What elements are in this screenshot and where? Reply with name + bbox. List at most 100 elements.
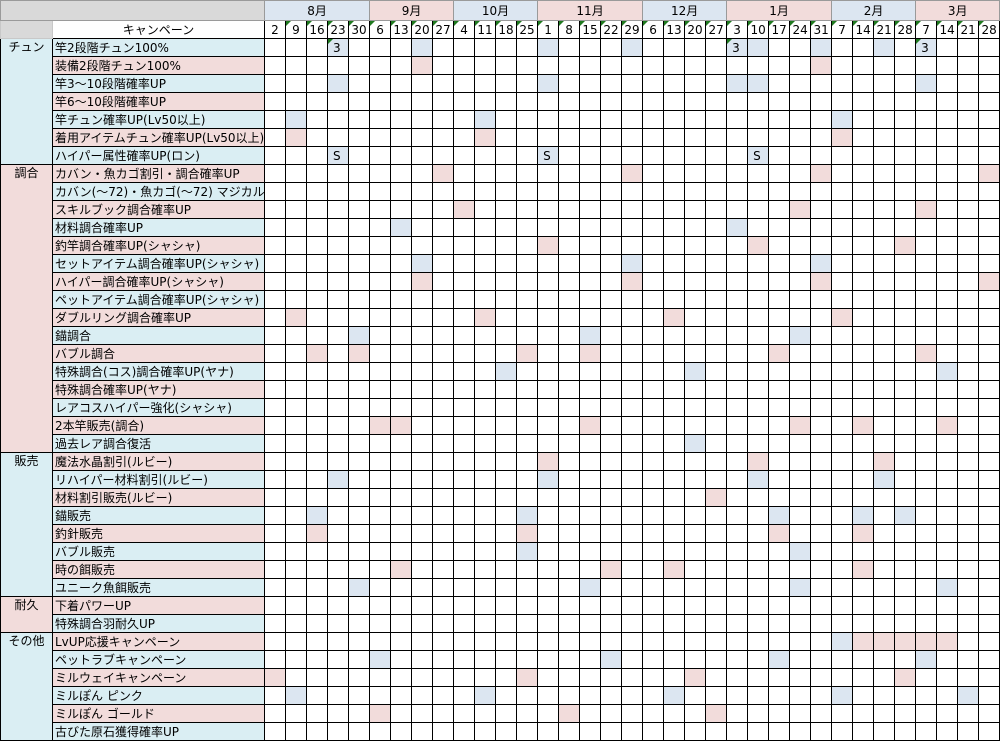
schedule-cell[interactable] xyxy=(852,218,875,237)
campaign-name[interactable]: セットアイテム調合確率UP(シャシャ) xyxy=(52,254,265,273)
schedule-cell[interactable] xyxy=(936,542,959,561)
schedule-cell[interactable] xyxy=(726,578,749,597)
schedule-cell[interactable] xyxy=(558,254,581,273)
schedule-cell[interactable] xyxy=(894,668,917,687)
schedule-cell[interactable] xyxy=(936,632,959,651)
schedule-cell[interactable] xyxy=(474,686,497,705)
schedule-cell[interactable] xyxy=(285,272,307,291)
schedule-cell[interactable] xyxy=(768,416,791,435)
schedule-cell[interactable] xyxy=(558,632,581,651)
campaign-name[interactable]: LvUP応援キャンペーン xyxy=(52,632,265,651)
schedule-cell[interactable] xyxy=(558,614,581,633)
schedule-cell[interactable] xyxy=(789,632,812,651)
schedule-cell[interactable] xyxy=(768,308,791,327)
schedule-cell[interactable] xyxy=(936,290,959,309)
schedule-cell[interactable] xyxy=(894,452,917,471)
schedule-cell[interactable] xyxy=(684,632,707,651)
schedule-cell[interactable] xyxy=(411,524,434,543)
schedule-cell[interactable] xyxy=(369,596,392,615)
schedule-cell[interactable] xyxy=(453,38,476,57)
schedule-cell[interactable] xyxy=(936,56,959,75)
schedule-cell[interactable] xyxy=(306,218,328,237)
schedule-cell[interactable] xyxy=(873,434,896,453)
schedule-cell[interactable] xyxy=(558,200,581,219)
schedule-cell[interactable] xyxy=(347,380,371,399)
schedule-cell[interactable] xyxy=(873,704,896,723)
schedule-cell[interactable] xyxy=(873,632,896,651)
schedule-cell[interactable] xyxy=(264,524,286,543)
schedule-cell[interactable] xyxy=(705,308,728,327)
date-header[interactable]: 6 xyxy=(642,20,665,39)
schedule-cell[interactable] xyxy=(516,326,539,345)
schedule-cell[interactable] xyxy=(705,452,728,471)
schedule-cell[interactable] xyxy=(852,398,875,417)
schedule-cell[interactable]: 3 xyxy=(327,38,349,57)
schedule-cell[interactable] xyxy=(558,164,581,183)
schedule-cell[interactable] xyxy=(306,722,328,741)
schedule-cell[interactable] xyxy=(915,704,938,723)
schedule-cell[interactable] xyxy=(390,488,413,507)
schedule-cell[interactable] xyxy=(768,632,791,651)
schedule-cell[interactable] xyxy=(768,578,791,597)
schedule-cell[interactable] xyxy=(495,200,518,219)
schedule-cell[interactable] xyxy=(915,254,938,273)
schedule-cell[interactable] xyxy=(306,74,328,93)
schedule-cell[interactable] xyxy=(537,668,560,687)
schedule-cell[interactable] xyxy=(978,416,1001,435)
schedule-cell[interactable] xyxy=(411,74,434,93)
schedule-cell[interactable] xyxy=(747,344,770,363)
schedule-cell[interactable] xyxy=(600,452,623,471)
schedule-cell[interactable] xyxy=(894,182,917,201)
schedule-cell[interactable] xyxy=(537,218,560,237)
schedule-cell[interactable] xyxy=(789,272,812,291)
schedule-cell[interactable] xyxy=(726,434,749,453)
schedule-cell[interactable] xyxy=(831,398,854,417)
schedule-cell[interactable] xyxy=(726,74,749,93)
schedule-cell[interactable] xyxy=(600,110,623,129)
schedule-cell[interactable] xyxy=(747,290,770,309)
schedule-cell[interactable]: S xyxy=(327,146,349,165)
schedule-cell[interactable] xyxy=(621,488,644,507)
schedule-cell[interactable] xyxy=(327,506,349,525)
schedule-cell[interactable] xyxy=(831,272,854,291)
schedule-cell[interactable] xyxy=(873,308,896,327)
schedule-cell[interactable] xyxy=(306,452,328,471)
schedule-cell[interactable] xyxy=(810,290,833,309)
schedule-cell[interactable] xyxy=(831,650,854,669)
date-header[interactable]: 15 xyxy=(579,20,602,39)
date-header[interactable]: 1 xyxy=(537,20,560,39)
schedule-cell[interactable] xyxy=(432,272,455,291)
schedule-cell[interactable] xyxy=(558,524,581,543)
schedule-cell[interactable] xyxy=(978,434,1001,453)
schedule-cell[interactable] xyxy=(684,380,707,399)
schedule-cell[interactable] xyxy=(726,488,749,507)
schedule-cell[interactable] xyxy=(432,128,455,147)
category-cell[interactable]: その他 xyxy=(0,632,53,741)
schedule-cell[interactable] xyxy=(663,254,686,273)
schedule-cell[interactable] xyxy=(390,452,413,471)
schedule-cell[interactable] xyxy=(411,506,434,525)
schedule-cell[interactable] xyxy=(831,380,854,399)
schedule-cell[interactable] xyxy=(495,110,518,129)
schedule-cell[interactable] xyxy=(726,92,749,111)
schedule-cell[interactable] xyxy=(705,542,728,561)
schedule-cell[interactable] xyxy=(642,326,665,345)
campaign-name[interactable]: ユニーク魚餌販売 xyxy=(52,578,265,597)
schedule-cell[interactable] xyxy=(705,344,728,363)
schedule-cell[interactable] xyxy=(347,506,371,525)
schedule-cell[interactable] xyxy=(579,254,602,273)
schedule-cell[interactable] xyxy=(537,56,560,75)
schedule-cell[interactable] xyxy=(327,524,349,543)
schedule-cell[interactable] xyxy=(285,92,307,111)
schedule-cell[interactable] xyxy=(747,128,770,147)
schedule-cell[interactable] xyxy=(957,164,980,183)
schedule-cell[interactable] xyxy=(705,146,728,165)
schedule-cell[interactable] xyxy=(810,614,833,633)
schedule-cell[interactable] xyxy=(495,236,518,255)
schedule-cell[interactable] xyxy=(537,290,560,309)
schedule-cell[interactable] xyxy=(516,596,539,615)
schedule-cell[interactable] xyxy=(936,236,959,255)
schedule-cell[interactable] xyxy=(936,614,959,633)
schedule-cell[interactable] xyxy=(621,614,644,633)
schedule-cell[interactable] xyxy=(558,398,581,417)
